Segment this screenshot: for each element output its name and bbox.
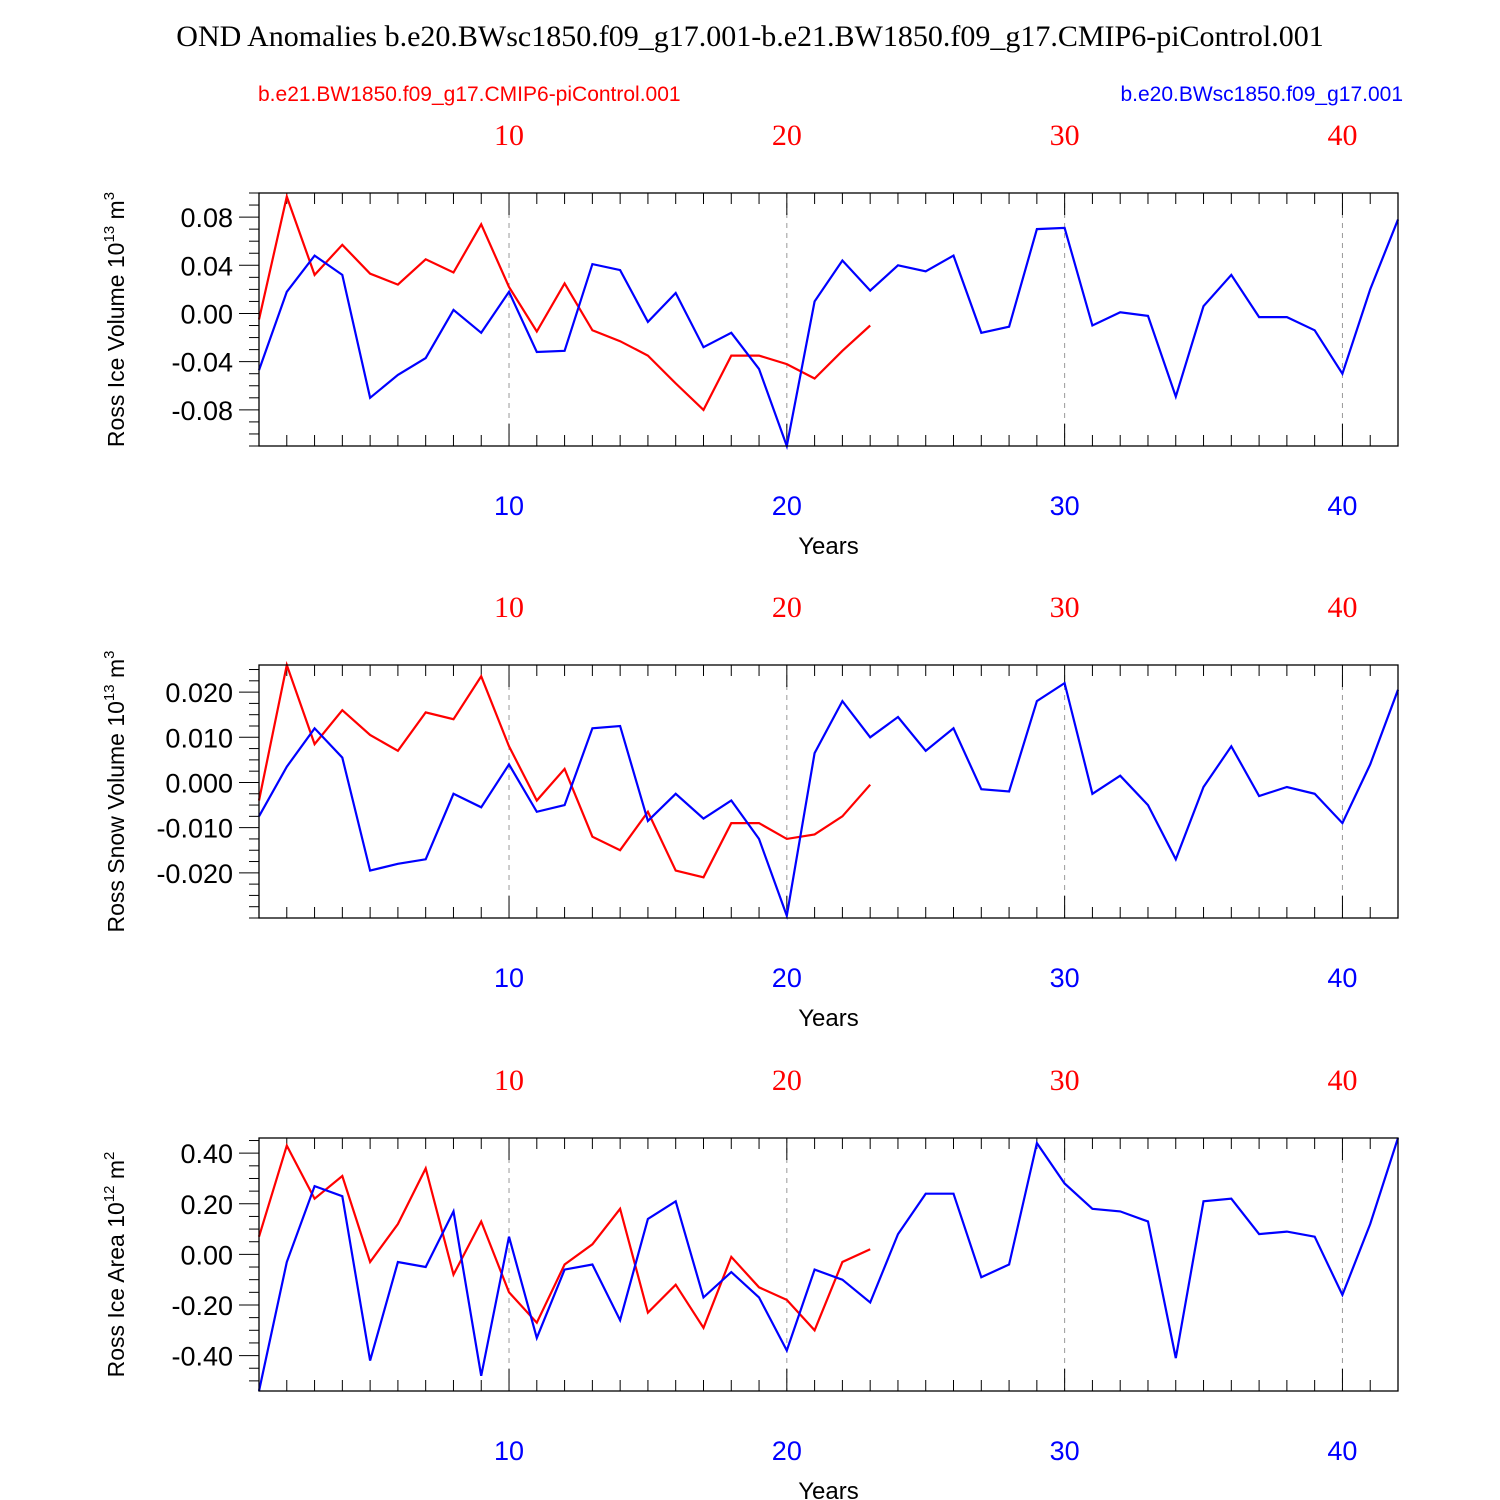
y-tick-label: 0.00 bbox=[180, 299, 233, 329]
legend-blue-label: b.e20.BWsc1850.f09_g17.001 bbox=[1120, 83, 1403, 106]
y-axis-label: Ross Ice Area 1012 m2 bbox=[101, 1152, 129, 1378]
x-tick-label-bottom: 40 bbox=[1327, 963, 1357, 993]
plot-frame bbox=[258, 664, 1399, 919]
x-tick-label-top: 20 bbox=[772, 119, 802, 152]
x-axis-label: Years bbox=[798, 533, 859, 560]
panel-2: 0.020 0.010 0.000 -0.010 -0.020 10 20 30 40 10 20 3… bbox=[101, 591, 1400, 1032]
series-line-red bbox=[257, 1142, 871, 1333]
x-tick-label-top: 30 bbox=[1050, 1064, 1080, 1097]
x-tick-label-bottom: 30 bbox=[1050, 491, 1080, 521]
x-tick-label-top: 10 bbox=[494, 591, 524, 624]
y-axis-label-exp: 13 bbox=[101, 684, 118, 701]
x-tick-label-bottom: 40 bbox=[1327, 1436, 1357, 1466]
panel-3: 0.40 0.20 0.00 -0.20 -0.40 10 20 30 40 10 20 30 40 Ye… bbox=[101, 1064, 1400, 1500]
y-axis-label-exp: 13 bbox=[101, 226, 118, 243]
x-tick-label-top: 20 bbox=[772, 1064, 802, 1097]
y-tick-label: -0.40 bbox=[171, 1342, 233, 1372]
figure-title: OND Anomalies b.e20.BWsc1850.f09_g17.001… bbox=[176, 20, 1323, 53]
x-tick-label-top: 40 bbox=[1327, 1064, 1357, 1097]
y-tick-label: 0.08 bbox=[180, 203, 233, 233]
legend-red-label: b.e21.BW1850.f09_g17.CMIP6-piControl.001 bbox=[258, 83, 681, 106]
x-tick-label-bottom: 40 bbox=[1327, 491, 1357, 521]
y-tick-label: 0.40 bbox=[180, 1139, 233, 1169]
x-tick-label-bottom: 10 bbox=[494, 491, 524, 521]
y-tick-label: 0.020 bbox=[165, 678, 233, 708]
x-tick-label-bottom: 30 bbox=[1050, 963, 1080, 993]
x-tick-label-top: 20 bbox=[772, 591, 802, 624]
x-tick-label-top: 30 bbox=[1050, 119, 1080, 152]
y-tick-label: -0.04 bbox=[171, 348, 233, 378]
series-line-blue bbox=[258, 681, 1400, 920]
y-tick-label: -0.08 bbox=[171, 396, 233, 426]
y-tick-label: 0.04 bbox=[180, 251, 233, 281]
y-tick-label: -0.010 bbox=[156, 814, 233, 844]
y-axis-label: Ross Ice Volume 1013 m3 bbox=[101, 192, 129, 447]
series-line-blue bbox=[257, 1137, 1400, 1392]
plot-frame bbox=[258, 192, 1399, 447]
y-tick-label: 0.010 bbox=[165, 723, 233, 753]
y-tick-label: 0.00 bbox=[180, 1240, 233, 1270]
y-axis-label-unit-exp: 2 bbox=[101, 1152, 118, 1160]
y-axis-label-exp: 12 bbox=[101, 1186, 118, 1203]
x-tick-label-top: 10 bbox=[494, 1064, 524, 1097]
panels: 0.08 0.04 0.00 -0.04 -0.08 10 20 30 40 10 20 30 40 Ye… bbox=[101, 119, 1400, 1500]
x-tick-label-bottom: 20 bbox=[772, 963, 802, 993]
x-tick-label-bottom: 30 bbox=[1050, 1436, 1080, 1466]
panel-1: 0.08 0.04 0.00 -0.04 -0.08 10 20 30 40 10 20 30 40 Ye… bbox=[101, 119, 1400, 560]
x-tick-label-top: 40 bbox=[1327, 591, 1357, 624]
y-axis-label-unit-exp: 3 bbox=[101, 192, 118, 200]
series-line-red bbox=[257, 660, 872, 879]
x-tick-label-bottom: 20 bbox=[772, 491, 802, 521]
x-tick-label-bottom: 10 bbox=[494, 1436, 524, 1466]
y-axis-label: Ross Snow Volume 1013 m3 bbox=[101, 651, 129, 933]
y-axis-label-unit: m bbox=[103, 200, 129, 226]
y-axis-label-text: Ross Ice Volume 10 bbox=[103, 243, 129, 448]
y-axis-label-unit-exp: 3 bbox=[101, 651, 118, 659]
y-tick-label: -0.020 bbox=[156, 859, 233, 889]
x-tick-label-bottom: 20 bbox=[772, 1436, 802, 1466]
y-tick-label: 0.20 bbox=[180, 1190, 233, 1220]
x-axis-label: Years bbox=[798, 1005, 859, 1032]
y-axis-label-text: Ross Snow Volume 10 bbox=[103, 701, 129, 932]
series-line-red bbox=[257, 192, 871, 412]
y-tick-label: 0.000 bbox=[165, 768, 233, 798]
y-axis-label-unit: m bbox=[103, 659, 129, 685]
x-tick-label-top: 30 bbox=[1050, 591, 1080, 624]
x-tick-label-bottom: 10 bbox=[494, 963, 524, 993]
plot-frame bbox=[258, 1137, 1399, 1392]
y-axis-label-text: Ross Ice Area 10 bbox=[103, 1202, 129, 1377]
series-line-blue bbox=[257, 219, 1400, 451]
x-tick-label-top: 10 bbox=[494, 119, 524, 152]
y-tick-label: -0.20 bbox=[171, 1291, 233, 1321]
x-tick-label-top: 40 bbox=[1327, 119, 1357, 152]
y-axis-label-unit: m bbox=[103, 1160, 129, 1186]
x-axis-label: Years bbox=[798, 1478, 859, 1500]
